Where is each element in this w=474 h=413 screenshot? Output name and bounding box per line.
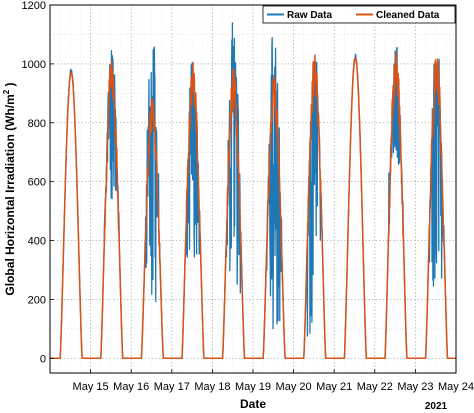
y-axis-title-superscript: 2 [2,89,11,94]
y-tick-label: 1000 [22,59,46,71]
y-tick-label: 0 [40,353,46,365]
x-tick-label: May 19 [235,381,271,393]
legend: Raw Data Cleaned Data [262,5,456,24]
x-tick-label: May 21 [316,381,352,393]
x-tick-label: May 16 [113,381,149,393]
x-tick-label: May 22 [357,381,393,393]
legend-cleaned-label: Cleaned Data [376,10,440,21]
cleaned-data-series [50,51,456,360]
y-axis-title-main: Global Horizontal Irradiation (Wh/m [3,94,17,295]
cleaned-data-line [50,51,456,360]
x-tick-label: May 17 [154,381,190,393]
x-tick-label: May 24 [438,381,474,393]
y-tick-label: 1200 [22,0,46,12]
y-axis: 0 200 400 600 800 1000 1200 [22,0,54,365]
y-tick-label: 200 [28,294,46,306]
year-label: 2021 [425,401,448,412]
y-tick-label: 600 [28,177,46,189]
x-axis: May 15 May 16 May 17 May 18 May 19 May 20 May … [73,369,474,393]
y-tick-label: 400 [28,236,46,248]
x-tick-label: May 18 [194,381,230,393]
plot-area [50,22,456,360]
x-tick-label: May 15 [73,381,109,393]
x-tick-label: May 20 [276,381,312,393]
y-tick-label: 800 [28,118,46,130]
legend-raw-label: Raw Data [287,10,332,21]
x-tick-label: May 23 [397,381,433,393]
y-axis-title-suffix: ) [3,82,17,89]
y-axis-title: Global Horizontal Irradiation (Wh/m2 ) [2,82,17,295]
x-axis-title: Date [240,397,266,411]
